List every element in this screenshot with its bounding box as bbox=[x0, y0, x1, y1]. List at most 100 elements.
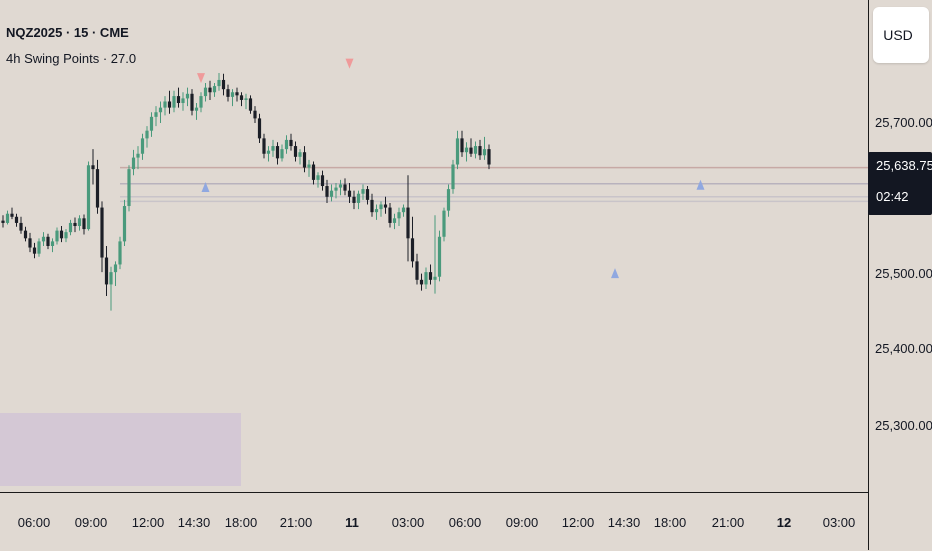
price-label: 25,700.00 bbox=[875, 115, 932, 130]
candle-body bbox=[248, 98, 253, 111]
candle-body bbox=[140, 138, 145, 154]
swing-low-marker bbox=[611, 268, 619, 279]
candle-body bbox=[91, 165, 95, 170]
candle-body bbox=[464, 147, 469, 153]
time-label: 06:00 bbox=[448, 515, 482, 530]
candle-body bbox=[28, 238, 32, 248]
time-label: 12:00 bbox=[561, 515, 595, 530]
candle-body bbox=[478, 146, 482, 156]
candle-body bbox=[95, 169, 100, 208]
candle-body bbox=[185, 93, 190, 99]
candle-body bbox=[257, 118, 262, 139]
candle-body bbox=[469, 147, 473, 154]
candle-body bbox=[235, 92, 239, 96]
candle-body bbox=[163, 101, 167, 108]
candle-body bbox=[118, 241, 122, 265]
candle-body bbox=[370, 199, 374, 213]
swing-high-marker bbox=[345, 58, 354, 69]
candle-body bbox=[347, 190, 352, 197]
candle-body bbox=[302, 152, 307, 168]
candle-body bbox=[37, 241, 41, 254]
candle-body bbox=[109, 272, 113, 285]
candle-body bbox=[46, 236, 50, 246]
time-label: 14:30 bbox=[177, 515, 211, 530]
time-label: 09:00 bbox=[74, 515, 108, 530]
candle-body bbox=[127, 169, 131, 207]
candle-body bbox=[230, 92, 235, 97]
candle-body bbox=[442, 210, 446, 237]
price-chart-plot[interactable] bbox=[0, 0, 868, 492]
candle-body bbox=[86, 165, 91, 230]
candle-body bbox=[410, 238, 415, 262]
candle-body bbox=[455, 138, 460, 165]
time-label: 21:00 bbox=[711, 515, 745, 530]
candle-body bbox=[19, 222, 23, 231]
candle-body bbox=[199, 96, 203, 108]
candle-body bbox=[392, 218, 397, 223]
candle-body bbox=[181, 98, 185, 104]
candle-body bbox=[316, 175, 320, 180]
candle-body bbox=[298, 152, 302, 157]
candle-body bbox=[262, 138, 266, 154]
candle-body bbox=[253, 110, 257, 119]
candle-body bbox=[212, 86, 217, 93]
symbol-legend[interactable]: NQZ2025 · 15 · CME bbox=[6, 25, 129, 40]
candle-body bbox=[446, 189, 451, 211]
candle-body bbox=[433, 276, 437, 280]
candle-body bbox=[280, 149, 284, 159]
candle-body bbox=[194, 107, 199, 111]
candle-body bbox=[320, 175, 325, 187]
candle-body bbox=[482, 149, 487, 156]
candle-body bbox=[104, 257, 109, 285]
candle-body bbox=[10, 213, 14, 217]
time-label: 14:30 bbox=[607, 515, 641, 530]
price-axis[interactable] bbox=[868, 0, 932, 550]
candle-body bbox=[14, 216, 19, 223]
candle-body bbox=[64, 232, 68, 239]
time-label: 12 bbox=[776, 515, 792, 530]
candle-body bbox=[352, 196, 356, 203]
bar-countdown: 02:42 bbox=[876, 189, 909, 204]
candle-body bbox=[388, 207, 392, 223]
candle-body bbox=[239, 95, 244, 100]
price-label: 25,500.00 bbox=[875, 266, 932, 281]
time-label: 09:00 bbox=[505, 515, 539, 530]
price-label: 25,400.00 bbox=[875, 341, 932, 356]
candle-body bbox=[356, 193, 361, 203]
candle-body bbox=[428, 272, 433, 280]
candle-body bbox=[271, 146, 275, 151]
time-axis[interactable] bbox=[0, 492, 868, 551]
candle-body bbox=[415, 261, 419, 280]
candle-body bbox=[343, 184, 347, 191]
candle-body bbox=[401, 207, 406, 213]
candle-body bbox=[437, 236, 442, 277]
range-box bbox=[0, 413, 241, 486]
candle-body bbox=[1, 220, 5, 223]
candle-body bbox=[284, 139, 289, 150]
candle-body bbox=[68, 222, 73, 233]
candle-body bbox=[113, 264, 118, 273]
candle-body bbox=[176, 96, 181, 104]
candle-body bbox=[203, 87, 208, 97]
candle-body bbox=[145, 130, 149, 139]
candle-body bbox=[473, 146, 478, 154]
candle-body bbox=[406, 207, 410, 239]
candle-body bbox=[383, 204, 388, 208]
swing-high-marker bbox=[197, 73, 205, 84]
last-price-tag: 25,638.75 02:42 bbox=[868, 152, 932, 215]
candle-body bbox=[82, 218, 86, 230]
candle-body bbox=[167, 101, 172, 108]
last-price-value: 25,638.75 bbox=[876, 158, 932, 173]
time-label: 03:00 bbox=[822, 515, 856, 530]
candle-body bbox=[244, 98, 248, 100]
swing-low-marker bbox=[696, 179, 705, 190]
candle-body bbox=[374, 209, 379, 213]
indicator-legend[interactable]: 4h Swing Points · 27.0 bbox=[6, 51, 137, 66]
currency-button[interactable]: USD bbox=[873, 7, 929, 63]
candle-body bbox=[424, 272, 428, 285]
candle-body bbox=[226, 89, 230, 97]
candle-body bbox=[154, 112, 158, 117]
candle-body bbox=[77, 218, 82, 227]
candle-body bbox=[136, 153, 140, 158]
candle-body bbox=[55, 230, 59, 242]
